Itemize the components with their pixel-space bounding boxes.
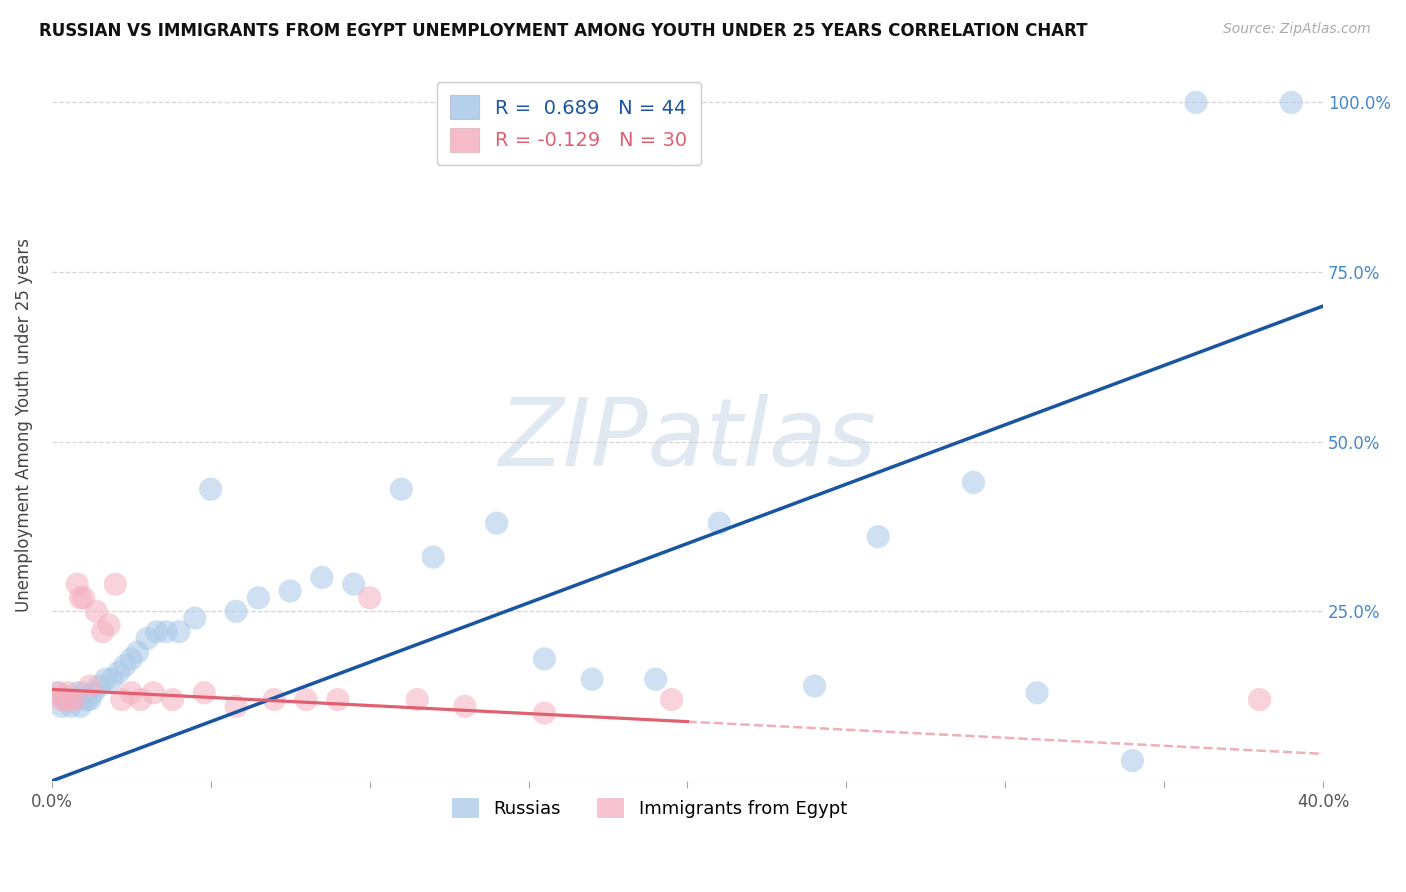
Point [79,692,101,706]
Point [311,570,333,584]
Point [53,692,76,706]
Point [962,475,984,490]
Point [104,577,127,591]
Point [51,699,73,714]
Point [533,706,555,720]
Point [127,645,149,659]
Point [278,584,301,599]
Point [79,679,101,693]
Point [72,686,94,700]
Point [120,686,142,700]
Point [51,692,73,706]
Point [111,692,134,706]
Point [145,624,167,639]
Point [454,699,477,714]
Point [66,686,89,700]
Point [1026,686,1049,700]
Point [581,672,603,686]
Point [167,624,190,639]
Point [1121,754,1143,768]
Point [155,624,177,639]
Point [803,679,825,693]
Point [101,672,124,686]
Point [184,611,207,625]
Point [129,692,152,706]
Legend: Russias, Immigrants from Egypt: Russias, Immigrants from Egypt [444,791,853,825]
Point [225,604,247,618]
Point [66,577,89,591]
Point [263,692,285,706]
Point [533,652,555,666]
Point [644,672,666,686]
Point [389,482,412,496]
Point [59,692,82,706]
Point [162,692,184,706]
Point [868,530,890,544]
Point [59,699,82,714]
Point [84,604,107,618]
Point [72,591,94,605]
Point [247,591,270,605]
Point [53,692,76,706]
Point [46,686,69,700]
Point [94,672,117,686]
Point [1185,95,1208,110]
Point [485,516,508,530]
Text: ZIPatlas: ZIPatlas [499,393,876,484]
Point [82,686,104,700]
Text: Source: ZipAtlas.com: Source: ZipAtlas.com [1223,22,1371,37]
Point [1279,95,1302,110]
Point [91,624,114,639]
Point [359,591,381,605]
Point [225,699,247,714]
Point [89,679,111,693]
Y-axis label: Unemployment Among Youth under 25 years: Unemployment Among Youth under 25 years [15,238,32,612]
Point [76,692,98,706]
Point [343,577,366,591]
Point [63,692,86,706]
Point [193,686,215,700]
Point [69,591,91,605]
Point [136,632,159,646]
Point [295,692,318,706]
Point [142,686,165,700]
Point [422,550,444,565]
Point [326,692,349,706]
Point [63,692,86,706]
Point [97,618,120,632]
Point [406,692,429,706]
Point [661,692,683,706]
Point [46,686,69,700]
Point [56,686,79,700]
Point [709,516,731,530]
Point [107,665,129,680]
Point [120,652,142,666]
Text: RUSSIAN VS IMMIGRANTS FROM EGYPT UNEMPLOYMENT AMONG YOUTH UNDER 25 YEARS CORRELA: RUSSIAN VS IMMIGRANTS FROM EGYPT UNEMPLO… [39,22,1088,40]
Point [56,692,79,706]
Point [114,658,136,673]
Point [69,699,91,714]
Point [200,482,222,496]
Point [1249,692,1271,706]
